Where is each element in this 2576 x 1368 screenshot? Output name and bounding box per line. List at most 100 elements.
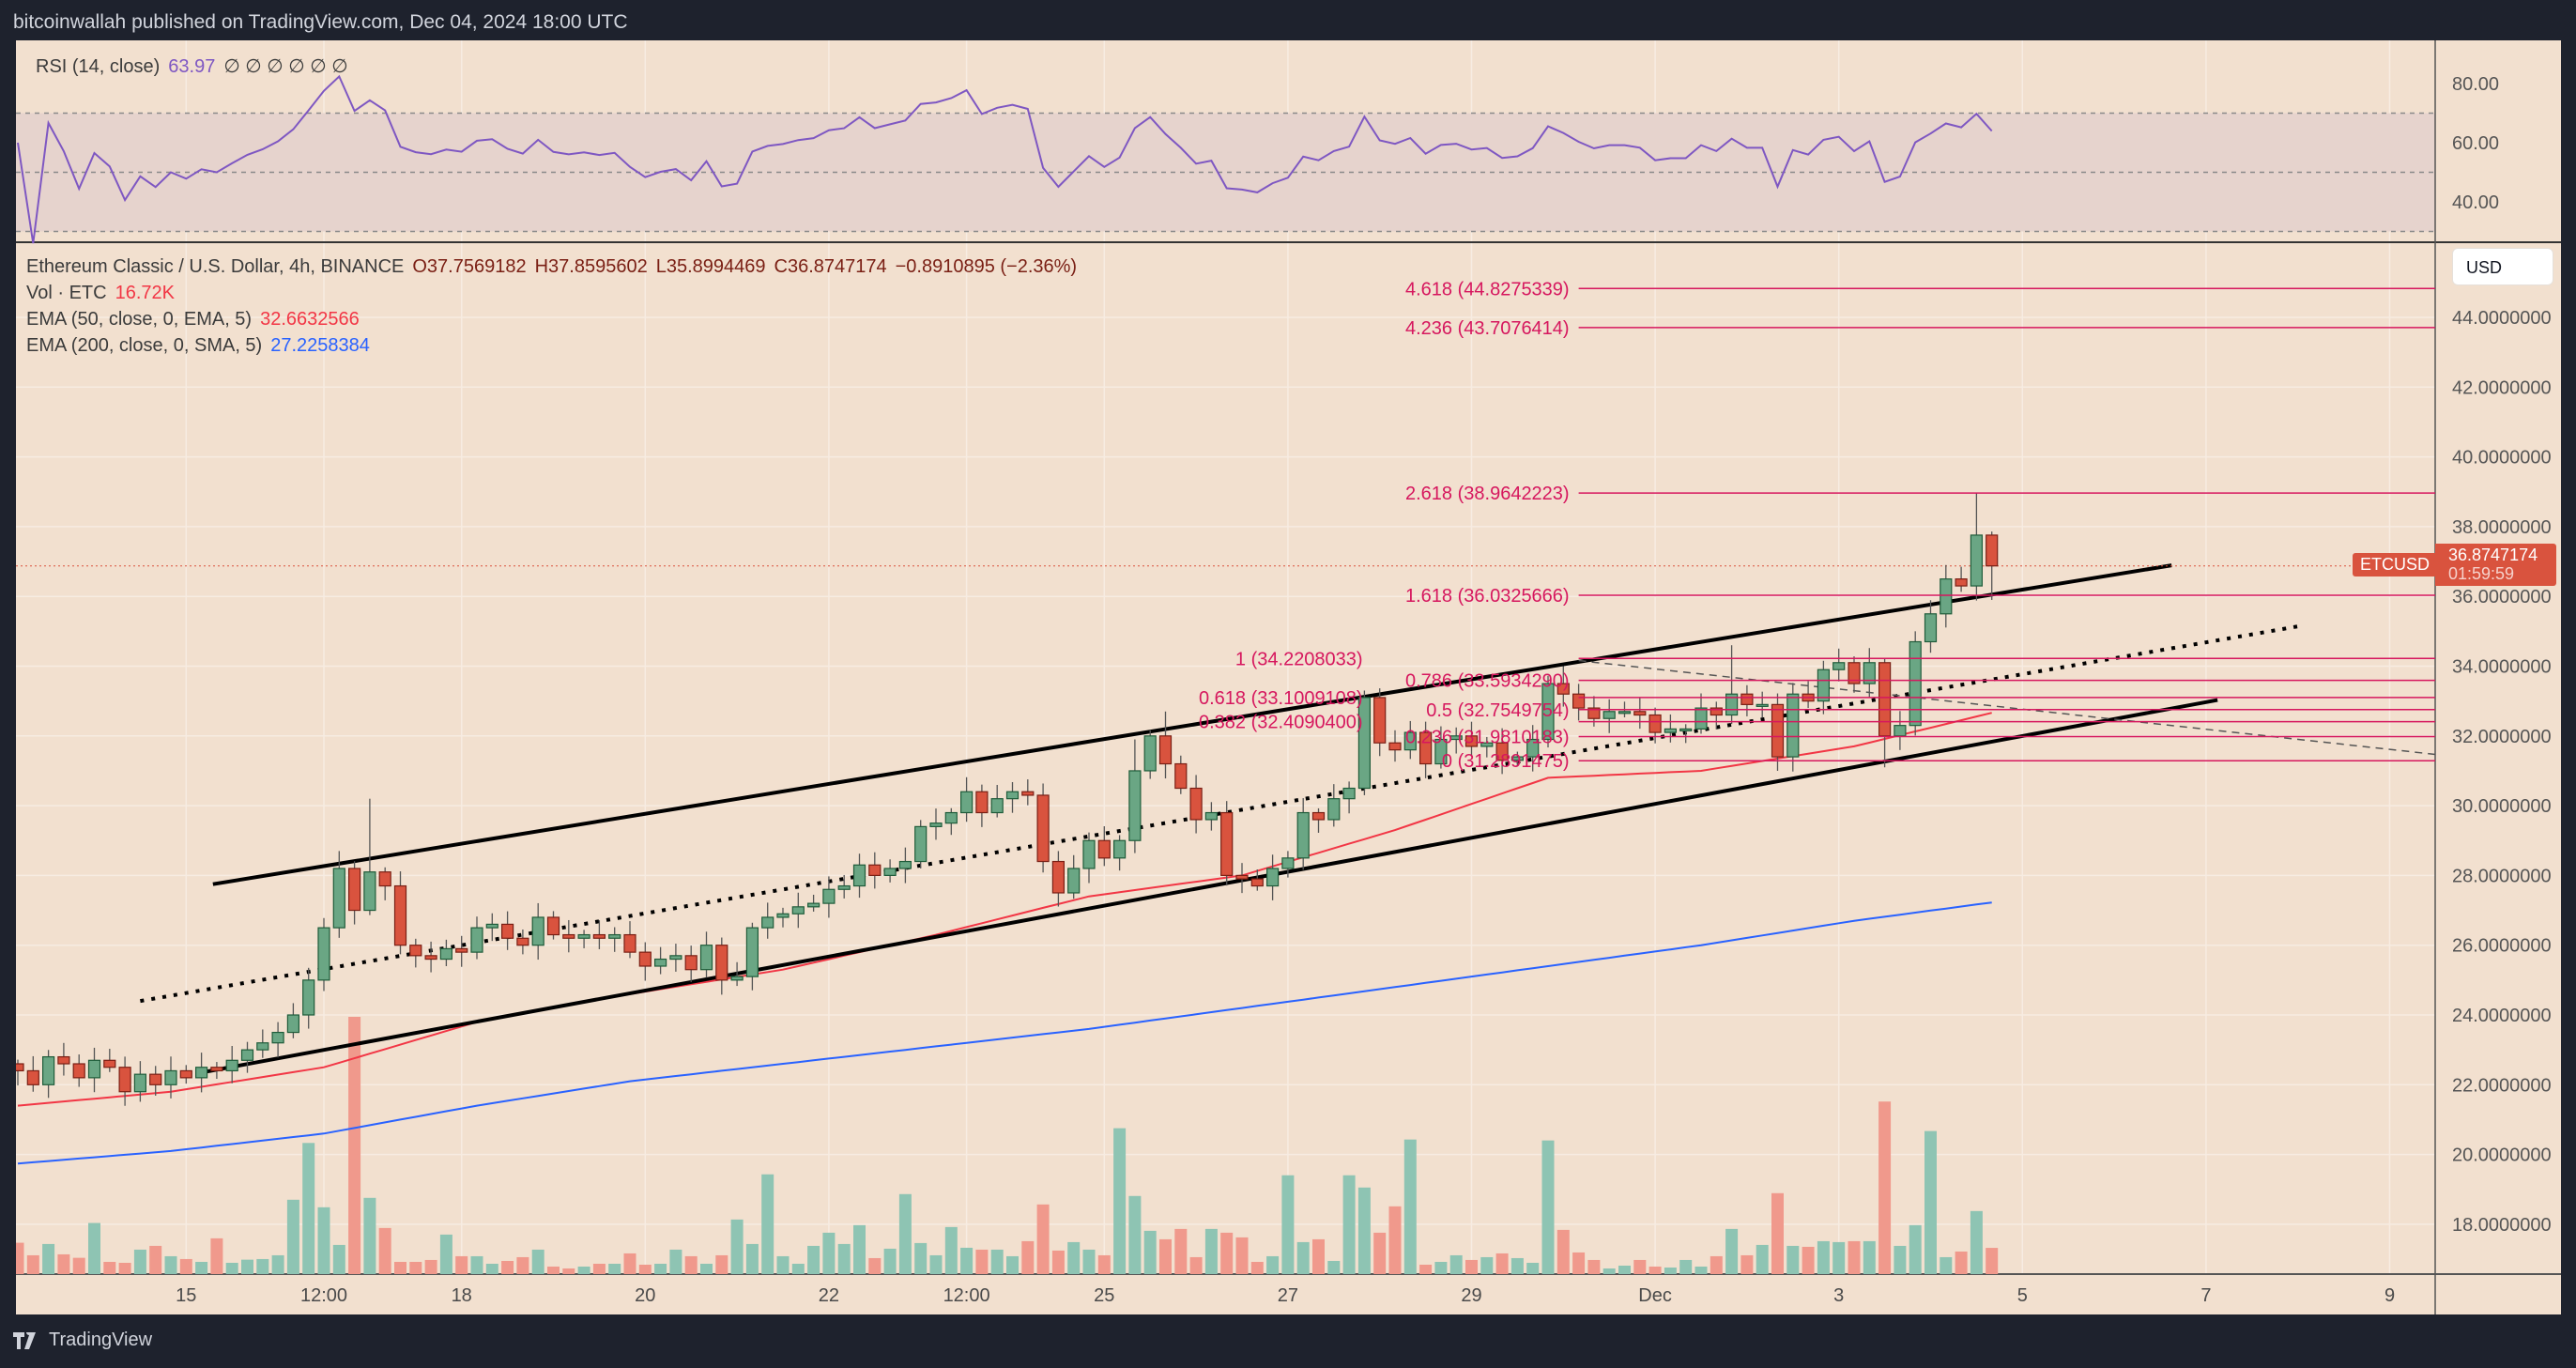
volume-bar — [439, 1234, 452, 1274]
rsi-line — [17, 74, 1993, 244]
y-tick-label: 38.0000000 — [2452, 517, 2552, 538]
volume-bar — [730, 1219, 744, 1274]
volume-bar — [1633, 1259, 1647, 1274]
y-tick-label: 22.0000000 — [2452, 1075, 2552, 1096]
volume-bar — [592, 1263, 606, 1274]
volume-bar — [868, 1257, 882, 1274]
volume-bar — [1802, 1246, 1815, 1274]
ema200-legend[interactable]: EMA (200, close, 0, SMA, 5) 27.2258384 — [26, 335, 378, 357]
candle-down — [1495, 742, 1509, 761]
candle-up — [761, 916, 774, 929]
volume-bar — [1250, 1261, 1264, 1274]
candle-up — [470, 927, 483, 953]
volume-bar — [791, 1263, 805, 1274]
volume-bar — [348, 1017, 361, 1274]
candle-up — [363, 871, 376, 912]
candle-up — [699, 945, 713, 971]
candle-down — [1097, 839, 1111, 859]
publish-info: bitcoinwallah published on TradingView.c… — [13, 11, 628, 33]
candle-up — [332, 868, 345, 929]
rsi-legend[interactable]: RSI (14, close) 63.97 ∅ ∅ ∅ ∅ ∅ ∅ — [36, 54, 357, 78]
open-value: O37.7569182 — [412, 256, 527, 277]
candle-up — [1894, 725, 1907, 737]
fib-level-label: 4.618 (44.8275339) — [1405, 279, 1570, 300]
candle-down — [455, 947, 468, 953]
volume-bar — [210, 1237, 223, 1274]
candle-up — [164, 1069, 177, 1085]
candle-down — [1189, 787, 1203, 821]
rsi-value: 63.97 — [168, 56, 216, 77]
volume-bar — [424, 1259, 437, 1274]
ema50-legend[interactable]: EMA (50, close, 0, EMA, 5) 32.6632566 — [26, 309, 368, 330]
volume-bar — [118, 1262, 131, 1274]
candle-down — [868, 864, 882, 877]
candle-up — [806, 902, 820, 908]
ema50-label: EMA (50, close, 0, EMA, 5) — [26, 309, 253, 330]
volume-bar — [1587, 1259, 1601, 1274]
candle-up — [302, 979, 315, 1016]
low-value: L35.8994469 — [655, 256, 766, 277]
candle-up — [776, 913, 790, 918]
volume-bar — [16, 1242, 24, 1274]
candle-down — [1250, 878, 1264, 887]
volume-bar — [853, 1224, 866, 1274]
trendline-solid — [212, 563, 2172, 886]
volume-bar — [149, 1245, 162, 1274]
candle-up — [791, 906, 805, 915]
candle-up — [1480, 742, 1494, 747]
candle-up — [1694, 707, 1708, 730]
volume-bar — [179, 1258, 192, 1274]
fib-level-label: 0.382 (32.4090400) — [1199, 713, 1363, 733]
candle-up — [990, 798, 1004, 814]
volume-bar — [1266, 1255, 1280, 1274]
candle-down — [26, 1069, 39, 1085]
volume-bar — [1940, 1256, 1953, 1274]
fib-level-label: 4.236 (43.7076414) — [1405, 318, 1570, 339]
symbol-title: Ethereum Classic / U.S. Dollar, 4h, BINA… — [26, 256, 405, 277]
volume-bar — [1710, 1255, 1723, 1274]
candle-up — [133, 1073, 146, 1093]
candle-down — [1986, 534, 1999, 567]
tradingview-logo[interactable]: TradingView — [13, 1330, 152, 1351]
volume-bar — [608, 1263, 621, 1274]
candle-down — [1036, 794, 1050, 863]
x-tick-label: 5 — [2017, 1285, 2028, 1306]
volume-bar — [1159, 1238, 1172, 1274]
volume-bar — [1771, 1192, 1784, 1274]
volume-legend[interactable]: Vol · ETC 16.72K — [26, 283, 183, 304]
candle-down — [1556, 683, 1570, 695]
candle-up — [653, 958, 667, 967]
ema200-value: 27.2258384 — [270, 335, 370, 356]
fib-level-label: 2.618 (38.9642223) — [1405, 484, 1570, 504]
candle-up — [256, 1042, 269, 1051]
fib-level-label: 0.5 (32.7549754) — [1426, 700, 1569, 721]
candle-down — [684, 955, 698, 971]
fib-level-label: 0.618 (33.1009108) — [1199, 688, 1363, 709]
candle-up — [1664, 728, 1678, 733]
candle-down — [424, 955, 437, 961]
candle-down — [1587, 707, 1601, 719]
symbol-legend[interactable]: Ethereum Classic / U.S. Dollar, 4h, BINA… — [26, 256, 1085, 278]
candle-down — [1572, 693, 1586, 709]
candle-down — [1373, 697, 1387, 744]
candle-down — [1710, 707, 1723, 716]
volume-bar — [1602, 1268, 1616, 1274]
volume-bar — [1955, 1251, 1968, 1274]
volume-bar — [455, 1255, 468, 1274]
ema50-line — [17, 712, 1992, 1107]
volume-bar — [195, 1261, 208, 1274]
volume-bar — [807, 1245, 820, 1274]
x-tick-label: 25 — [1094, 1285, 1114, 1306]
volume-bar — [1510, 1257, 1524, 1274]
candle-down — [378, 871, 391, 887]
volume-bar — [485, 1263, 498, 1274]
candle-up — [240, 1049, 254, 1061]
currency-selector[interactable]: USD — [2452, 248, 2553, 285]
volume-bar — [761, 1174, 774, 1274]
brand-name: TradingView — [49, 1330, 153, 1350]
volume-label: Vol · ETC — [26, 283, 107, 303]
candle-up — [1924, 613, 1938, 643]
candle-up — [225, 1059, 238, 1072]
candle-down — [1848, 662, 1861, 684]
